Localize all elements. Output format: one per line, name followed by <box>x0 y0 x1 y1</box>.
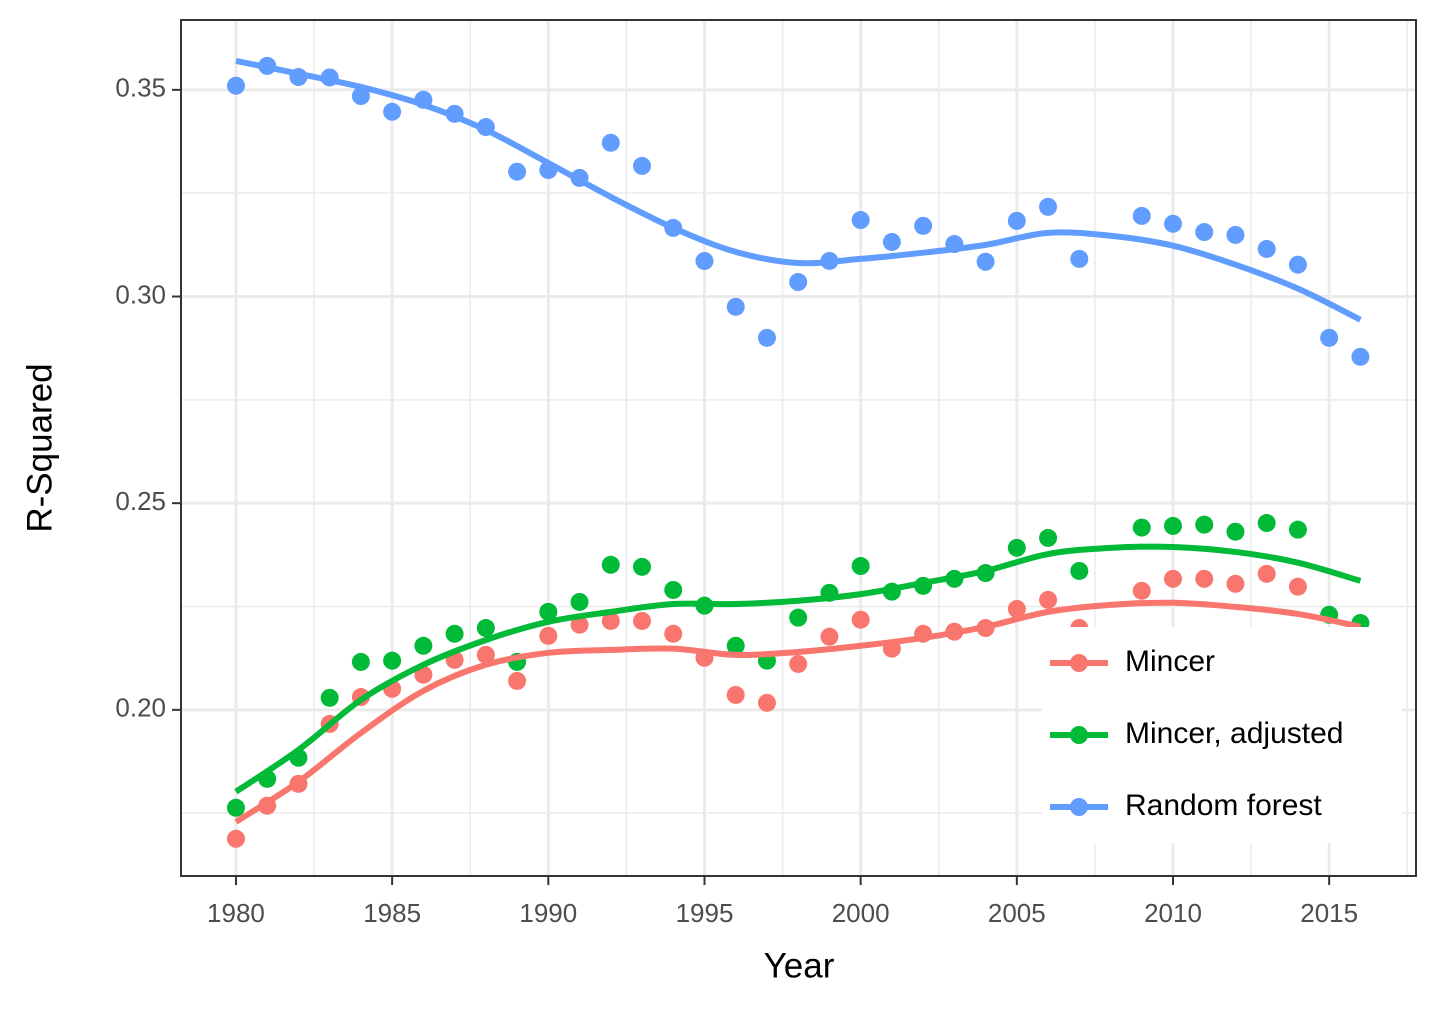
point <box>1226 574 1245 593</box>
point <box>789 654 808 673</box>
point <box>1226 225 1245 244</box>
y-tick-label: 0.20 <box>115 693 166 723</box>
point <box>1132 206 1151 225</box>
point <box>226 76 245 95</box>
point <box>414 636 433 655</box>
point <box>726 297 745 316</box>
trend-line <box>234 599 1362 825</box>
point <box>1007 538 1026 557</box>
x-tick-label: 1995 <box>676 898 734 928</box>
point <box>508 671 527 690</box>
point <box>1226 522 1245 541</box>
point <box>1257 239 1276 258</box>
point <box>976 252 995 271</box>
point <box>789 608 808 627</box>
point <box>320 688 339 707</box>
point <box>1039 528 1058 547</box>
point <box>1132 518 1151 537</box>
point <box>445 624 464 643</box>
point <box>351 87 370 106</box>
point <box>476 645 495 664</box>
point <box>1320 328 1339 347</box>
y-tick-label: 0.25 <box>115 486 166 516</box>
point <box>1070 249 1089 268</box>
point <box>882 232 901 251</box>
point <box>1288 577 1307 596</box>
point <box>570 592 589 611</box>
point <box>1039 590 1058 609</box>
point <box>1257 564 1276 583</box>
trend-line <box>235 57 1362 323</box>
point <box>1195 515 1214 534</box>
point <box>695 251 714 270</box>
x-axis-title: Year <box>764 946 835 985</box>
point <box>633 156 652 175</box>
legend-key-point <box>1070 726 1088 744</box>
point <box>1195 223 1214 242</box>
legend-key-point <box>1070 654 1088 672</box>
point <box>1288 520 1307 539</box>
point <box>226 798 245 817</box>
y-tick-label: 0.30 <box>115 279 166 309</box>
legend-label: Mincer, adjusted <box>1125 717 1343 750</box>
x-tick-label: 2005 <box>988 898 1046 928</box>
point <box>664 624 683 643</box>
point <box>601 133 620 152</box>
legend-label: Mincer <box>1125 645 1215 678</box>
point <box>1195 569 1214 588</box>
legend-label: Random forest <box>1125 789 1322 822</box>
point <box>1070 561 1089 580</box>
point <box>726 685 745 704</box>
point <box>789 273 808 292</box>
point <box>1163 569 1182 588</box>
point <box>539 626 558 645</box>
point <box>1351 347 1370 366</box>
point <box>1007 211 1026 230</box>
x-tick-label: 2000 <box>832 898 890 928</box>
point <box>570 615 589 634</box>
point <box>820 627 839 646</box>
point <box>1163 214 1182 233</box>
y-axis-title: R-Squared <box>20 363 59 532</box>
point <box>383 651 402 670</box>
x-tick-label: 2010 <box>1144 898 1202 928</box>
trend-line <box>234 543 1362 795</box>
point <box>1132 581 1151 600</box>
y-tick-label: 0.35 <box>115 73 166 103</box>
point <box>914 216 933 235</box>
point <box>383 102 402 121</box>
point <box>476 619 495 638</box>
legend-key-point <box>1070 798 1088 816</box>
x-tick-label: 1980 <box>207 898 265 928</box>
point <box>601 611 620 630</box>
x-tick-label: 1985 <box>363 898 421 928</box>
point <box>851 211 870 230</box>
point <box>757 328 776 347</box>
point <box>1163 516 1182 535</box>
point <box>851 557 870 576</box>
point <box>757 693 776 712</box>
point <box>664 580 683 599</box>
x-tick-label: 2015 <box>1300 898 1358 928</box>
point <box>726 636 745 655</box>
panel-border <box>180 19 1417 877</box>
point <box>1007 599 1026 618</box>
point <box>1039 197 1058 216</box>
legend: Mincer Mincer, adjusted Random forest <box>1042 627 1402 843</box>
point <box>601 555 620 574</box>
point <box>1288 255 1307 274</box>
point <box>633 611 652 630</box>
point <box>508 162 527 181</box>
x-tick-label: 1990 <box>519 898 577 928</box>
point <box>851 610 870 629</box>
point <box>539 602 558 621</box>
point <box>633 557 652 576</box>
point <box>1257 514 1276 533</box>
point <box>351 652 370 671</box>
point <box>226 829 245 848</box>
